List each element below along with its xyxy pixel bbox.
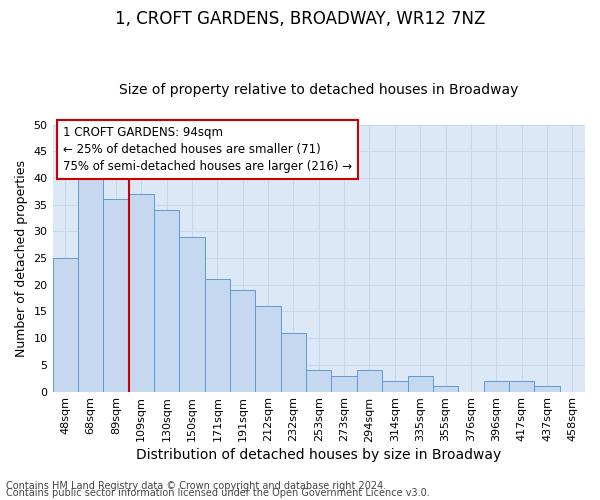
Bar [78,178,103,392]
Bar [103,200,128,392]
Bar [230,290,256,392]
Text: Contains public sector information licensed under the Open Government Licence v3: Contains public sector information licen… [6,488,430,498]
Bar [53,258,78,392]
Bar [205,280,230,392]
Bar [281,333,306,392]
Bar [306,370,331,392]
Title: Size of property relative to detached houses in Broadway: Size of property relative to detached ho… [119,83,518,97]
Text: 1 CROFT GARDENS: 94sqm
← 25% of detached houses are smaller (71)
75% of semi-det: 1 CROFT GARDENS: 94sqm ← 25% of detached… [63,126,352,173]
Bar [357,370,382,392]
Text: Contains HM Land Registry data © Crown copyright and database right 2024.: Contains HM Land Registry data © Crown c… [6,481,386,491]
Bar [484,381,509,392]
Bar [534,386,560,392]
Bar [179,236,205,392]
Bar [509,381,534,392]
Bar [433,386,458,392]
Bar [154,210,179,392]
Bar [256,306,281,392]
Bar [128,194,154,392]
Bar [382,381,407,392]
Bar [331,376,357,392]
Bar [407,376,433,392]
Y-axis label: Number of detached properties: Number of detached properties [15,160,28,356]
Text: 1, CROFT GARDENS, BROADWAY, WR12 7NZ: 1, CROFT GARDENS, BROADWAY, WR12 7NZ [115,10,485,28]
X-axis label: Distribution of detached houses by size in Broadway: Distribution of detached houses by size … [136,448,502,462]
